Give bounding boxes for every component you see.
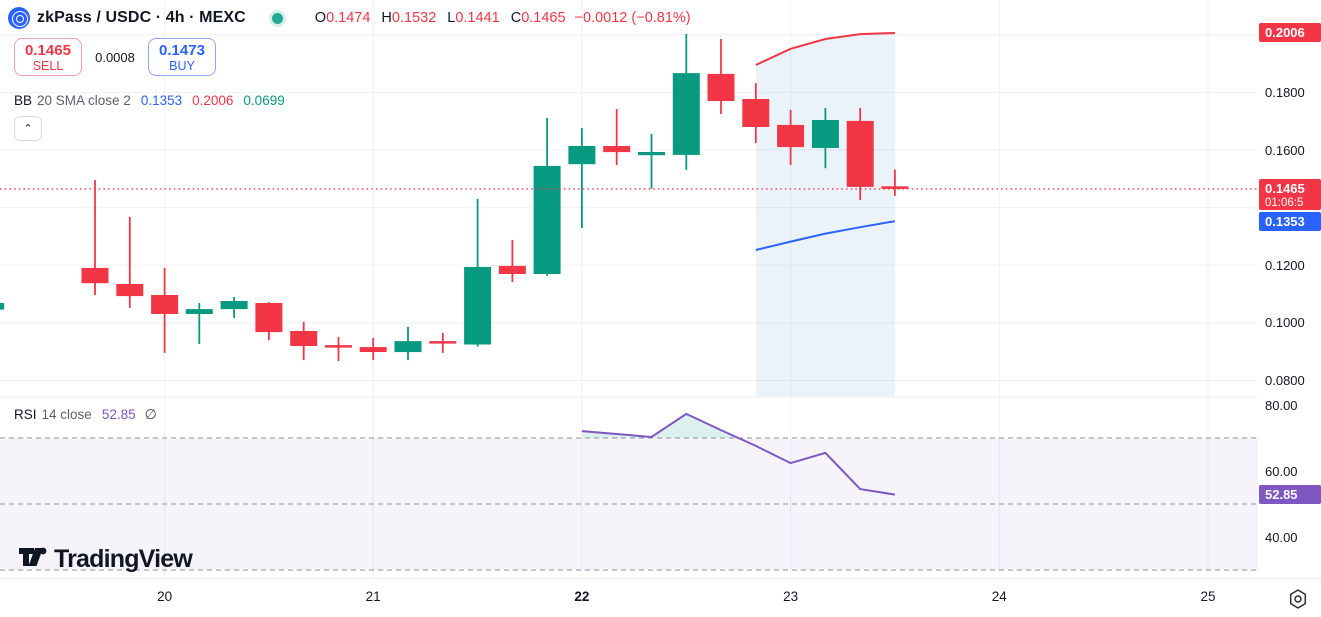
bb-legend-title: BB <box>14 93 33 108</box>
time-axis-label: 22 <box>574 589 590 604</box>
candle[interactable] <box>846 107 874 201</box>
spread-value: 0.0008 <box>95 49 135 65</box>
tradingview-logo-icon <box>18 543 48 576</box>
candle[interactable] <box>151 267 179 353</box>
price-axis-label: 0.0800 <box>1265 373 1305 389</box>
rsi-line <box>581 412 896 496</box>
price-axis-label: 40.00 <box>1265 529 1298 545</box>
candle[interactable] <box>568 128 596 229</box>
time-axis-label: 20 <box>157 589 173 604</box>
price-axis-label: 60.00 <box>1265 463 1298 479</box>
price-gridlines <box>0 34 1258 381</box>
candle[interactable] <box>429 333 457 353</box>
bb-upper-value: 0.2006 <box>192 93 234 108</box>
rsi-legend-params: 14 close <box>41 407 92 422</box>
candle[interactable] <box>0 302 5 311</box>
sell-label: SELL <box>32 59 64 73</box>
time-axis-label: 25 <box>1200 589 1216 604</box>
price-axis-label: 80.00 <box>1265 397 1298 413</box>
candle[interactable] <box>255 302 283 341</box>
bb-fill <box>755 33 895 397</box>
time-axis-label: 23 <box>783 589 799 604</box>
bb-legend-params: 20 SMA close 2 <box>37 93 131 108</box>
candle[interactable] <box>603 109 631 165</box>
market-status-dot[interactable] <box>271 12 283 24</box>
price-axis-label: 0.1600 <box>1265 142 1305 158</box>
empty-set-icon: ∅ <box>144 406 157 422</box>
collapse-panel-button[interactable]: ⌃ <box>14 116 42 141</box>
rsi-legend-title: RSI <box>14 407 37 422</box>
sell-button[interactable]: 0.1465 SELL <box>14 38 82 76</box>
buy-button[interactable]: 0.1473 BUY <box>148 38 216 76</box>
symbol-logo-icon[interactable] <box>8 7 30 29</box>
buy-label: BUY <box>169 59 195 73</box>
candle[interactable] <box>359 337 387 361</box>
rsi-level-lines <box>0 437 1258 571</box>
sell-price: 0.1465 <box>25 42 71 59</box>
indicator-value-badge: 0.2006 <box>1259 23 1321 43</box>
current-price-badge: 0.1465 01:06:5 <box>1259 178 1321 210</box>
symbol-title[interactable]: zkPass / USDC · 4h · MEXC <box>37 9 246 26</box>
candle[interactable] <box>881 169 909 196</box>
candle[interactable] <box>325 337 352 361</box>
candle[interactable] <box>81 180 109 295</box>
ohlc-low-value: 0.1441 <box>455 10 500 26</box>
candle-countdown: 01:06:5 <box>1265 196 1304 209</box>
ohlc-high-label: H <box>381 10 392 26</box>
ohlc-change-value: −0.0012 (−0.81%) <box>574 10 691 26</box>
symbol-header: zkPass / USDC · 4h · MEXC O 0.1474 H 0.153… <box>8 5 691 31</box>
ohlc-low-label: L <box>447 10 456 26</box>
chart-canvas[interactable] <box>0 0 1258 577</box>
indicator-value-badge: 0.1353 <box>1259 211 1321 231</box>
candle[interactable] <box>394 326 422 361</box>
candle[interactable] <box>707 39 735 114</box>
candles <box>0 33 909 361</box>
candle[interactable] <box>185 303 213 344</box>
buy-price: 0.1473 <box>159 42 205 59</box>
bb-indicator-legend[interactable]: BB 20 SMA close 2 0.1353 0.2006 0.0699 <box>14 93 285 108</box>
ohlc-values: O 0.1474 H 0.1532 L 0.1441 C 0.1465 −0.0012 … <box>315 10 691 26</box>
price-axis-label: 0.1000 <box>1265 315 1305 331</box>
settings-gear-icon[interactable] <box>1286 587 1310 611</box>
chevron-up-icon: ⌃ <box>23 123 33 135</box>
candle[interactable] <box>777 109 805 165</box>
candle[interactable] <box>638 133 665 189</box>
candle[interactable] <box>290 322 318 361</box>
tradingview-watermark[interactable]: TradingView <box>18 543 193 576</box>
candle[interactable] <box>116 216 144 308</box>
price-axis-label: 0.1200 <box>1265 257 1305 273</box>
trade-buttons: 0.1465 SELL 0.0008 0.1473 BUY <box>14 38 216 76</box>
candle[interactable] <box>220 297 248 318</box>
candle[interactable] <box>811 107 839 169</box>
ohlc-open-label: O <box>314 10 327 26</box>
bb-basis-line <box>755 220 896 251</box>
candle[interactable] <box>672 33 700 170</box>
candle[interactable] <box>464 199 492 347</box>
ohlc-high-value: 0.1532 <box>391 10 437 26</box>
ohlc-open-value: 0.1474 <box>326 10 371 26</box>
candle[interactable] <box>533 118 561 276</box>
vertical-gridlines <box>164 0 1209 577</box>
rsi-value: 52.85 <box>101 407 136 422</box>
candle[interactable] <box>742 83 770 144</box>
price-axis[interactable]: 0.2006 0.1800 0.1600 0.1465 01:06:5 0.1353 0.1… <box>1258 0 1321 577</box>
ohlc-close-label: C <box>510 10 522 26</box>
time-axis-label: 21 <box>365 589 381 604</box>
bb-upper-line <box>755 32 895 66</box>
indicator-value-badge: 52.85 <box>1259 485 1321 505</box>
bb-basis-value: 0.1353 <box>140 93 183 108</box>
ohlc-close-value: 0.1465 <box>521 10 566 26</box>
rsi-indicator-legend[interactable]: RSI 14 close 52.85 ∅ <box>14 406 157 423</box>
price-axis-label: 0.1800 <box>1265 84 1305 100</box>
axis-corner <box>1258 578 1321 617</box>
time-axis-label: 24 <box>991 589 1007 604</box>
candle[interactable] <box>498 239 526 282</box>
time-axis[interactable]: 20 21 22 23 24 25 <box>0 578 1258 617</box>
bb-lower-value: 0.0699 <box>243 93 285 108</box>
tradingview-logo-text: TradingView <box>54 545 193 573</box>
